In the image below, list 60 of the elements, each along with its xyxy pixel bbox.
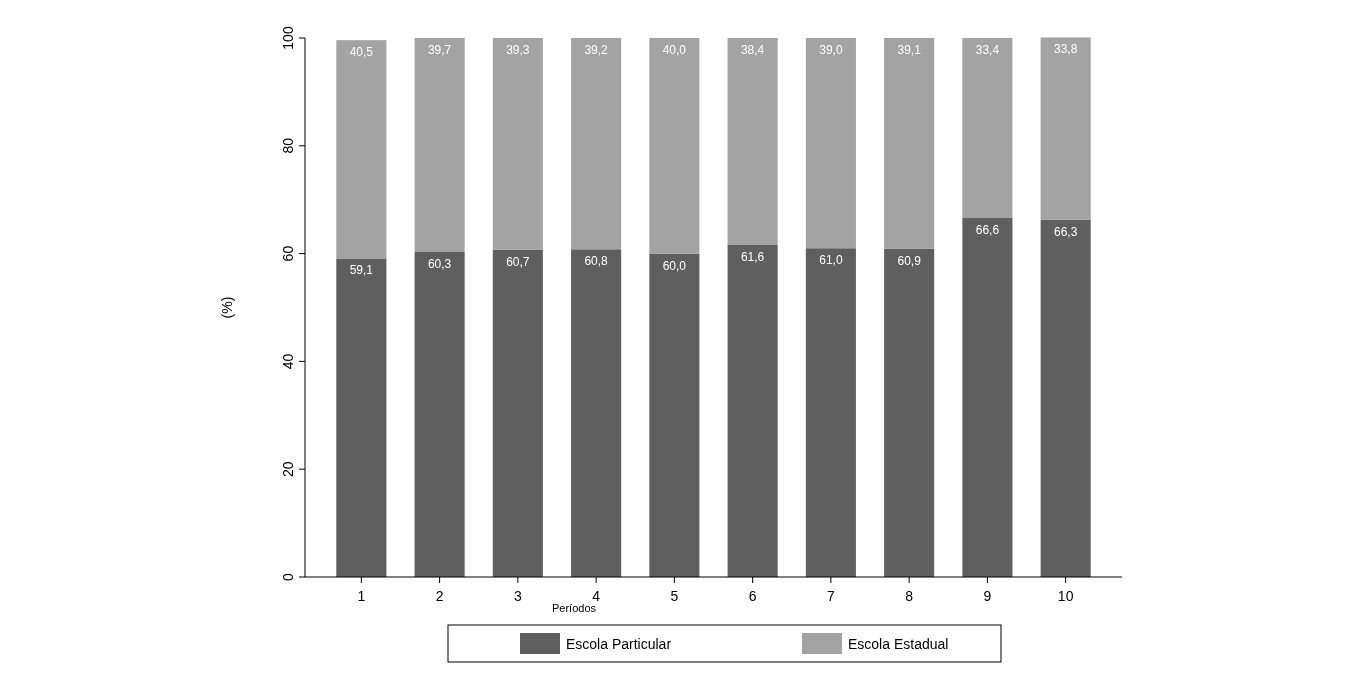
data-label: 39,7 <box>427 43 452 57</box>
x-tick-label: 4 <box>592 588 601 604</box>
data-label: 39,0 <box>819 43 843 57</box>
bar <box>962 218 1013 577</box>
data-label: 39,3 <box>506 43 530 57</box>
data-label: 60,7 <box>506 254 530 269</box>
bar <box>1040 219 1091 577</box>
data-label: 60,9 <box>897 253 922 268</box>
bar <box>336 258 387 577</box>
y-tick-label: 60 <box>280 245 296 262</box>
bar <box>884 38 935 249</box>
bar <box>571 249 622 577</box>
bar <box>492 38 543 250</box>
bar <box>492 249 543 577</box>
y-tick-label: 80 <box>280 137 296 154</box>
x-axis-title: Períodos <box>551 602 597 614</box>
bar <box>805 248 856 577</box>
bar <box>805 38 856 249</box>
data-label: 59,1 <box>349 263 374 278</box>
data-label: 40,5 <box>349 45 374 60</box>
y-tick-label: 100 <box>280 26 296 50</box>
data-label: 60,0 <box>662 258 687 273</box>
data-label: 39,1 <box>897 43 922 57</box>
data-label: 61,6 <box>740 249 765 264</box>
bar <box>414 38 465 252</box>
y-tick-label: 20 <box>280 461 296 477</box>
bar <box>1040 37 1091 220</box>
x-tick-label: 6 <box>748 588 757 604</box>
data-label: 33,8 <box>1053 42 1078 57</box>
data-label: 38,4 <box>740 43 765 57</box>
data-label: 33,4 <box>975 43 1000 57</box>
data-label: 66,6 <box>975 223 1000 238</box>
bar <box>414 251 465 577</box>
bar <box>336 40 387 259</box>
data-label: 60,8 <box>584 254 609 269</box>
bar <box>649 38 700 254</box>
data-label: 61,0 <box>819 253 843 268</box>
x-tick-label: 2 <box>435 588 444 604</box>
y-tick-label: 0 <box>280 572 296 581</box>
bar <box>649 253 700 577</box>
bar <box>884 248 935 577</box>
bar <box>571 38 622 250</box>
bar <box>962 38 1013 219</box>
data-label: 40,0 <box>662 43 687 57</box>
y-tick-label: 40 <box>280 353 296 370</box>
x-tick-label: 1 <box>357 588 366 604</box>
data-label: 60,3 <box>427 256 452 271</box>
x-tick-label: 8 <box>905 588 914 604</box>
x-tick-label: 10 <box>1057 588 1074 604</box>
x-tick-label: 7 <box>826 588 835 604</box>
data-label: 39,2 <box>584 43 609 57</box>
x-tick-label: 5 <box>670 588 679 604</box>
bar <box>727 38 778 245</box>
data-label: 66,3 <box>1053 224 1078 239</box>
y-axis-title: (%) <box>219 296 235 319</box>
legend-label: Escola Estadual <box>848 636 949 652</box>
bar <box>727 244 778 577</box>
legend-label: Escola Particular <box>566 636 672 652</box>
x-tick-label: 3 <box>513 588 522 604</box>
x-tick-label: 9 <box>983 588 992 604</box>
